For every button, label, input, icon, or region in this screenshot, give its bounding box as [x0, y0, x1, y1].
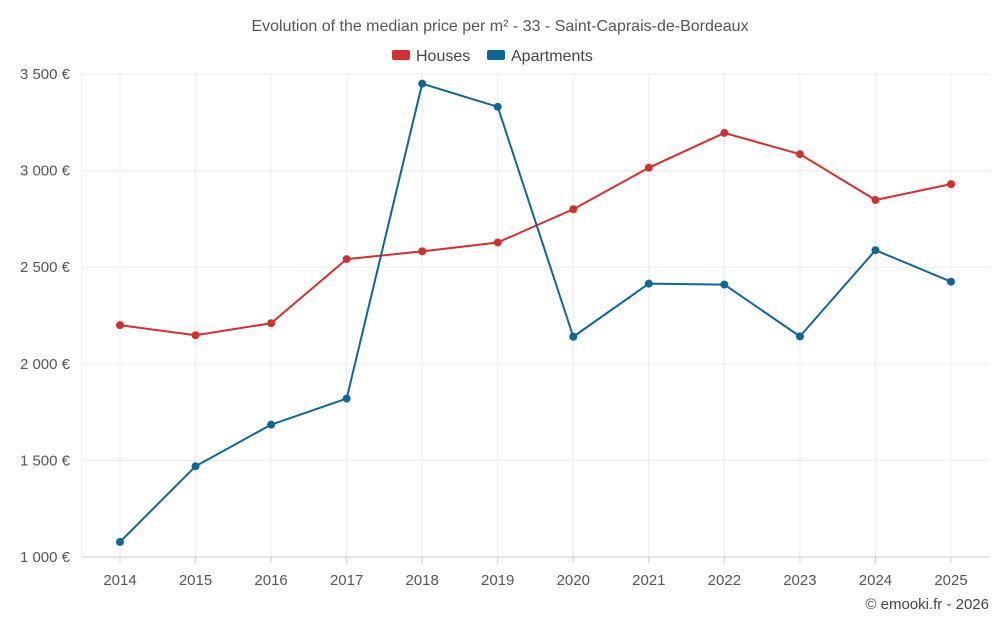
x-tick-label: 2025	[934, 572, 967, 589]
data-point-apartments[interactable]	[720, 280, 729, 289]
legend-swatch-houses	[392, 50, 410, 60]
data-point-houses[interactable]	[267, 319, 276, 328]
legend: Houses Apartments	[392, 48, 593, 65]
data-point-apartments[interactable]	[267, 420, 276, 429]
legend-swatch-apartments	[487, 50, 505, 60]
data-point-apartments[interactable]	[569, 332, 578, 341]
x-tick-label: 2021	[632, 572, 665, 589]
x-tick-label: 2015	[179, 572, 212, 589]
y-tick-label: 2 000 €	[20, 356, 71, 373]
x-tick-label: 2019	[481, 572, 514, 589]
data-point-apartments[interactable]	[644, 279, 653, 288]
legend-item-houses[interactable]: Houses	[392, 48, 470, 65]
data-point-apartments[interactable]	[795, 332, 804, 341]
data-point-houses[interactable]	[191, 331, 200, 340]
legend-label-apartments: Apartments	[511, 48, 593, 65]
data-point-apartments[interactable]	[418, 79, 427, 88]
x-tick-label: 2016	[254, 572, 287, 589]
data-point-houses[interactable]	[871, 195, 880, 204]
y-tick-label: 3 500 €	[20, 66, 71, 83]
chart-title: Evolution of the median price per m² - 3…	[251, 18, 748, 35]
legend-label-houses: Houses	[416, 48, 470, 65]
data-point-apartments[interactable]	[493, 102, 502, 111]
x-axis-ticks: 2014 2015 2016 2017 2018 2019 2020 2021 2022 2023…	[103, 557, 968, 589]
series	[116, 79, 955, 546]
x-tick-label: 2024	[859, 572, 892, 589]
y-tick-label: 3 000 €	[20, 163, 71, 180]
data-point-houses[interactable]	[342, 255, 351, 264]
data-point-houses[interactable]	[644, 163, 653, 172]
x-tick-label: 2014	[103, 572, 136, 589]
credit-text: © emooki.fr - 2026	[865, 596, 989, 613]
data-point-apartments[interactable]	[871, 246, 880, 255]
data-point-houses[interactable]	[947, 180, 955, 189]
data-point-apartments[interactable]	[342, 394, 351, 403]
grid	[81, 73, 990, 558]
y-axis-ticks: 1 000 € 1 500 € 2 000 € 2 500 € 3 000 € 3 500…	[20, 66, 71, 566]
data-point-houses[interactable]	[569, 205, 578, 214]
x-tick-label: 2018	[405, 572, 438, 589]
series-line-apartments	[119, 82, 952, 543]
data-point-houses[interactable]	[116, 321, 124, 330]
data-point-apartments[interactable]	[947, 277, 955, 286]
data-point-houses[interactable]	[493, 238, 502, 247]
data-point-houses[interactable]	[795, 150, 804, 159]
x-tick-label: 2017	[330, 572, 363, 589]
legend-item-apartments[interactable]: Apartments	[487, 48, 593, 65]
x-tick-label: 2020	[557, 572, 590, 589]
y-tick-label: 1 500 €	[20, 452, 71, 469]
data-point-apartments[interactable]	[116, 537, 124, 546]
data-point-houses[interactable]	[418, 247, 427, 256]
x-tick-label: 2023	[783, 572, 816, 589]
data-point-houses[interactable]	[720, 128, 729, 137]
series-line-houses	[119, 131, 952, 337]
y-tick-label: 1 000 €	[20, 549, 71, 566]
data-point-apartments[interactable]	[191, 462, 200, 471]
y-tick-label: 2 500 €	[20, 259, 71, 276]
x-tick-label: 2022	[708, 572, 741, 589]
